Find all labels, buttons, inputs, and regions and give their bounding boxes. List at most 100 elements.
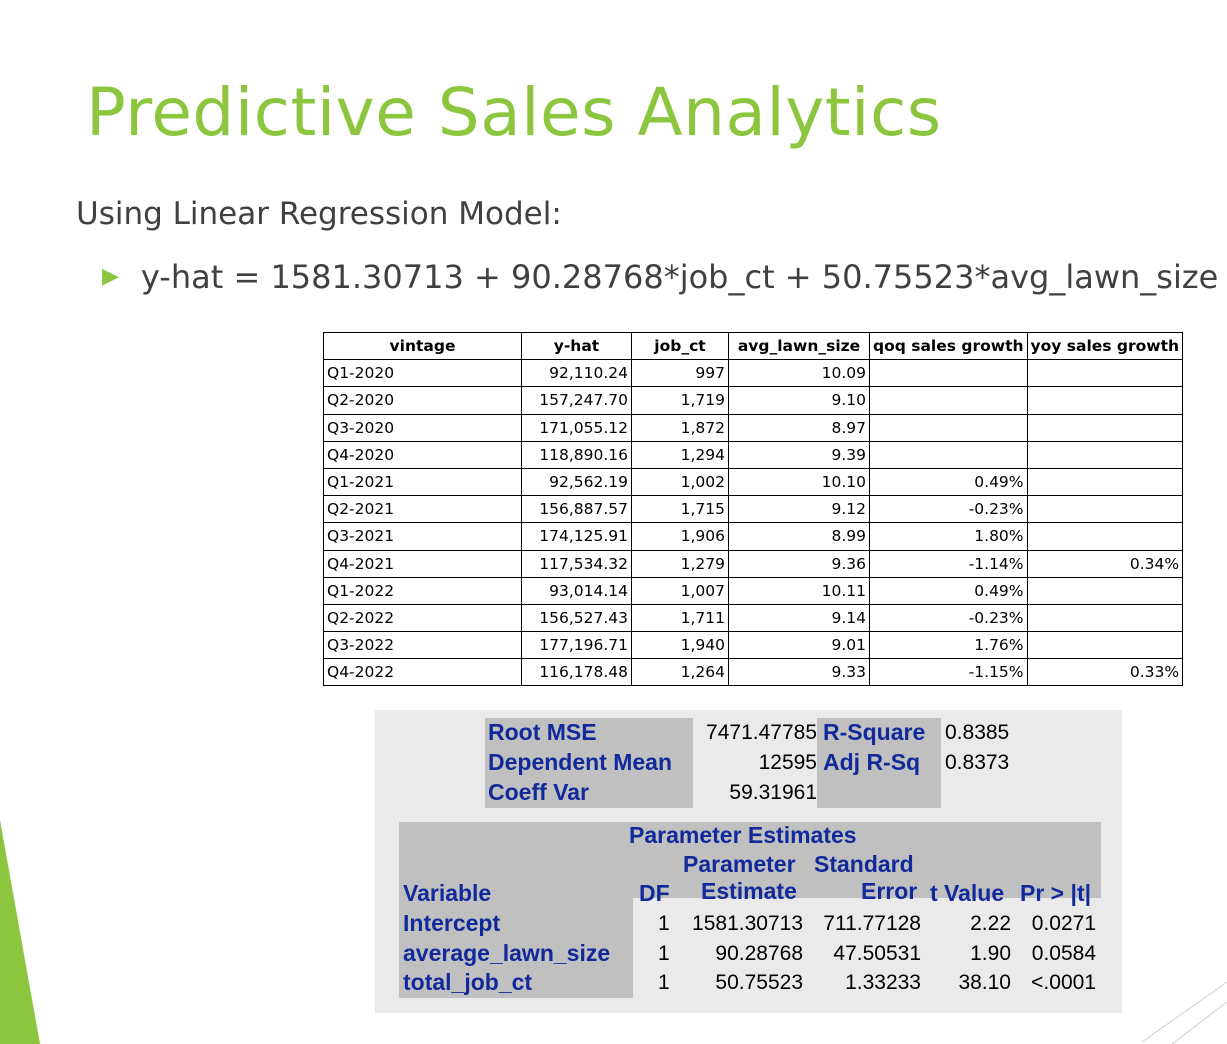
table-cell: 0.49% (869, 467, 1028, 497)
table-cell: Q1-2022 (323, 576, 522, 605)
table-cell: 9.14 (728, 603, 870, 633)
column-header: avg_lawn_size (728, 331, 870, 361)
table-row: Q3-2020 171,055.12 1,872 8.97 (323, 413, 1184, 442)
table-cell: 10.11 (728, 576, 870, 605)
table-cell: 156,887.57 (521, 495, 632, 524)
table-row: Q1-2021 92,562.19 1,002 10.10 0.49% (323, 467, 1184, 497)
table-cell: 1,715 (631, 495, 729, 524)
coeff-var-value: 59.31961 (729, 781, 817, 804)
param-head-error: Error (861, 878, 918, 904)
table-cell: 174,125.91 (521, 522, 632, 551)
table-cell: 1,719 (631, 386, 729, 415)
param-estimate: 1581.30713 (692, 912, 803, 935)
table-cell: 156,527.43 (521, 603, 632, 633)
table-cell (869, 386, 1028, 415)
column-header: y-hat (521, 331, 632, 361)
table-row: Q4-2020 118,890.16 1,294 9.39 (323, 440, 1184, 469)
table-row: Q3-2022 177,196.71 1,940 9.01 1.76% (323, 631, 1184, 660)
param-estimate: 90.28768 (715, 942, 803, 965)
param-variable-bg (399, 898, 633, 998)
param-p-value: 0.0584 (1031, 942, 1096, 965)
table-cell (1026, 467, 1184, 497)
param-t-value: 2.22 (970, 912, 1011, 935)
param-t-value: 1.90 (970, 942, 1011, 965)
table-cell: -1.14% (869, 549, 1028, 578)
table-row: Q2-2022 156,527.43 1,711 9.14 -0.23% (323, 603, 1184, 633)
table-cell: 0.49% (869, 576, 1028, 605)
table-header-row: vintage y-hat job_ct avg_lawn_size qoq s… (323, 331, 1184, 361)
table-cell (1026, 576, 1184, 605)
table-cell (1026, 495, 1184, 524)
table-cell: Q4-2020 (323, 440, 522, 469)
table-cell (1026, 440, 1184, 469)
table-cell: 0.33% (1026, 658, 1184, 687)
param-df: 1 (658, 971, 670, 994)
table-cell: 9.01 (728, 631, 870, 660)
slide-subtitle: Using Linear Regression Model: (76, 196, 562, 232)
param-df: 1 (658, 942, 670, 965)
table-cell: 9.12 (728, 495, 870, 524)
table-row: Q4-2022 116,178.48 1,264 9.33 -1.15% 0.33% (323, 658, 1184, 687)
fit-labels-bg-2 (817, 718, 941, 808)
table-cell: Q3-2021 (323, 522, 522, 551)
table-cell: 1,002 (631, 467, 729, 497)
table-cell: 0.34% (1026, 549, 1184, 578)
table-cell: 8.99 (728, 522, 870, 551)
table-cell: -0.23% (869, 603, 1028, 633)
table-cell: 1.76% (869, 631, 1028, 660)
param-stderr: 47.50531 (833, 942, 921, 965)
param-head-df: DF (639, 880, 670, 906)
regression-output-panel: Root MSE Dependent Mean Coeff Var 7471.4… (375, 710, 1122, 1013)
table-cell (1026, 359, 1184, 388)
table-cell: 1,872 (631, 413, 729, 442)
table-cell: 118,890.16 (521, 440, 632, 469)
fit-labels-bg (485, 718, 693, 808)
column-header: qoq sales growth (869, 331, 1028, 361)
table-cell: 1,279 (631, 549, 729, 578)
coeff-var-label: Coeff Var (488, 779, 589, 805)
table-cell: Q3-2022 (323, 631, 522, 660)
column-header: job_ct (631, 331, 729, 361)
table-cell (1026, 413, 1184, 442)
table-cell: 9.36 (728, 549, 870, 578)
adj-r-square-value: 0.8373 (945, 751, 1010, 774)
table-row: Q1-2020 92,110.24 997 10.09 (323, 359, 1184, 388)
param-head-standard: Standard (814, 851, 914, 877)
dependent-mean-label: Dependent Mean (488, 749, 673, 775)
table-cell (1026, 631, 1184, 660)
table-cell (1026, 522, 1184, 551)
dependent-mean-value: 12595 (758, 751, 817, 774)
table-cell: Q1-2020 (323, 359, 522, 388)
param-t-value: 38.10 (958, 971, 1011, 994)
param-head-variable: Variable (403, 880, 492, 906)
table-cell: 9.33 (728, 658, 870, 687)
table-cell: 116,178.48 (521, 658, 632, 687)
root-mse-label: Root MSE (488, 719, 597, 745)
param-head-p-value: Pr > |t| (1020, 880, 1092, 906)
table-cell (1026, 386, 1184, 415)
triangle-bullet-icon: ▶ (102, 264, 119, 289)
table-cell: 92,562.19 (521, 467, 632, 497)
param-head-t-value: t Value (930, 880, 1005, 906)
table-cell: -0.23% (869, 495, 1028, 524)
regression-equation: y-hat = 1581.30713 + 90.28768*job_ct + 5… (140, 258, 1219, 296)
param-variable-lawn-size: average_lawn_size (403, 940, 611, 966)
table-cell: 997 (631, 359, 729, 388)
table-cell: 1,294 (631, 440, 729, 469)
decorative-green-shape (0, 820, 40, 1044)
table-row: Q2-2021 156,887.57 1,715 9.12 -0.23% (323, 495, 1184, 524)
table-cell: Q2-2020 (323, 386, 522, 415)
root-mse-value: 7471.47785 (706, 721, 817, 744)
table-cell: 1,940 (631, 631, 729, 660)
table-cell: 1,906 (631, 522, 729, 551)
param-head-parameter: Parameter (683, 851, 796, 877)
table-cell: Q2-2021 (323, 495, 522, 524)
table-cell: Q3-2020 (323, 413, 522, 442)
table-row: Q4-2021 117,534.32 1,279 9.36 -1.14% 0.34% (323, 549, 1184, 578)
column-header: yoy sales growth (1026, 331, 1184, 361)
table-cell: 1,711 (631, 603, 729, 633)
r-square-label: R-Square (823, 719, 926, 745)
decorative-lines (1141, 981, 1227, 1044)
param-p-value: 0.0271 (1031, 912, 1096, 935)
param-df: 1 (658, 912, 670, 935)
